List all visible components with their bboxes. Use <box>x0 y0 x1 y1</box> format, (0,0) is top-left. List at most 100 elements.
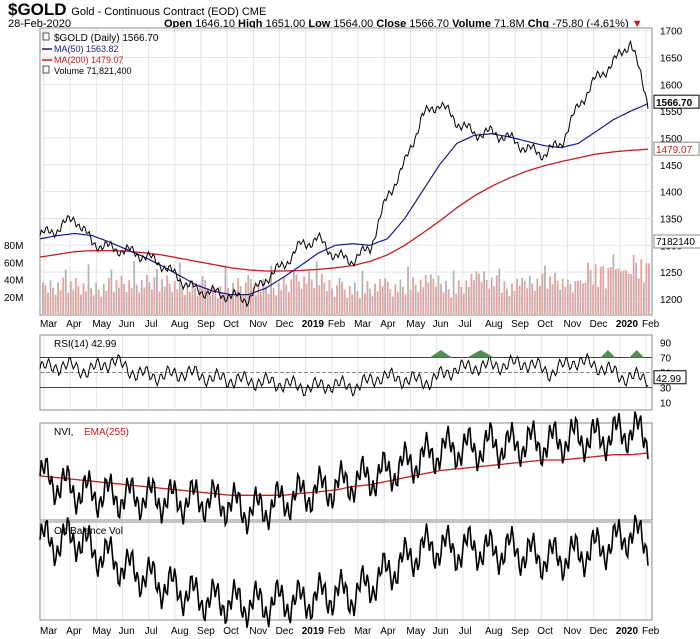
volume-label: Volume <box>452 18 492 30</box>
volume-bar <box>275 295 278 314</box>
rsi-legend: RSI(14) 42.99 <box>54 339 117 350</box>
volume-bar <box>189 291 191 314</box>
volume-bar <box>546 288 549 314</box>
volume-bar <box>219 285 222 314</box>
volume-bar <box>140 280 143 314</box>
chg-value: -75.80 (-4.61%) <box>552 18 629 30</box>
volume-bar <box>80 294 82 314</box>
x-axis-label: Oct <box>223 626 239 637</box>
volume-bar <box>145 274 148 314</box>
volume-bar <box>265 286 267 314</box>
open-value: 1646.10 <box>195 18 235 30</box>
volume-bar <box>404 294 407 314</box>
volume-bar <box>635 262 638 314</box>
ema255-line <box>39 452 649 496</box>
volume-bar <box>577 280 579 314</box>
down-arrow-icon: ▼ <box>631 18 643 30</box>
volume-bar <box>414 284 417 314</box>
ma50-line <box>39 103 649 296</box>
x-axis-label: Sep <box>197 626 215 637</box>
x-axis-label: Dec <box>276 319 294 330</box>
volume-bar <box>107 278 110 314</box>
volume-bar <box>620 271 622 314</box>
volume-bar <box>490 277 493 314</box>
rsi-overbought-fill <box>600 350 616 358</box>
volume-bar <box>42 282 44 314</box>
open-label: Open <box>164 18 193 30</box>
volume-bar <box>356 290 359 314</box>
volume-bar <box>336 285 338 314</box>
volume-bar <box>318 285 321 314</box>
volume-bar <box>521 277 524 314</box>
volume-bar <box>503 281 506 314</box>
volume-bar <box>325 291 328 314</box>
volume-bar <box>300 288 303 314</box>
volume-bar <box>447 289 450 314</box>
x-axis-label: Jun <box>119 626 135 637</box>
volume-bar <box>82 283 85 314</box>
ema-legend: EMA(255) <box>84 427 129 438</box>
volume-bar <box>442 292 445 314</box>
nvi-panel-frame <box>39 422 653 521</box>
volume-bar <box>57 282 60 314</box>
volume-bar <box>244 282 247 314</box>
x-axis-label: Dec <box>590 626 608 637</box>
price-legend-item: Volume 71,821,400 <box>54 66 132 76</box>
volume-bar <box>333 296 336 314</box>
volume-bar <box>523 280 526 314</box>
volume-bar <box>452 270 455 314</box>
ma200-line <box>39 148 649 272</box>
x-axis-label: Oct <box>537 319 553 330</box>
rsi-line <box>39 352 649 397</box>
x-axis-label: Aug <box>485 626 503 637</box>
volume-bar <box>473 280 475 314</box>
volume-bar <box>470 273 473 314</box>
volume-bar <box>224 265 227 314</box>
price-y-tick: 1700 <box>660 27 683 38</box>
volume-bar <box>260 291 262 314</box>
volume-bar <box>74 278 77 314</box>
volume-bar <box>648 263 650 314</box>
volume-bar <box>402 286 404 314</box>
volume-bar <box>538 286 541 314</box>
x-axis-label: Feb <box>328 626 346 637</box>
volume-bar <box>455 293 458 314</box>
volume-bar <box>348 286 351 314</box>
volume-bar <box>52 287 54 314</box>
volume-bar <box>627 274 630 314</box>
volume-bar <box>617 268 620 314</box>
volume-bar <box>100 296 103 314</box>
x-axis-label: Nov <box>563 626 581 637</box>
volume-bar <box>369 288 371 314</box>
volume-bar <box>115 279 118 314</box>
volume-bar <box>161 279 163 314</box>
volume-bar <box>417 292 420 314</box>
close-label: Close <box>376 18 407 30</box>
volume-bar <box>315 261 318 314</box>
x-axis-label: Oct <box>223 319 239 330</box>
volume-bar <box>559 289 562 314</box>
x-axis-label: Sep <box>511 626 529 637</box>
volume-bar <box>216 298 219 314</box>
volume-bar <box>125 291 128 314</box>
close-price-label: 1566.70 <box>656 98 693 109</box>
volume-bar <box>176 289 179 314</box>
volume-bar <box>199 283 202 314</box>
volume-bar <box>526 288 529 314</box>
volume-bar <box>381 286 384 314</box>
x-axis-label: May <box>92 626 111 637</box>
volume-bar <box>62 277 65 314</box>
volume-bar <box>163 286 166 314</box>
volume-bar <box>320 274 323 314</box>
volume-bar <box>541 273 544 314</box>
quote-line: Open 1646.10 High 1651.00 Low 1564.00 Cl… <box>164 18 643 30</box>
volume-bar <box>87 264 90 314</box>
volume-bar <box>412 277 414 314</box>
x-axis-label: Mar <box>354 626 372 637</box>
price-y-tick: 1550 <box>660 107 683 118</box>
volume-bar <box>582 283 584 314</box>
volume-bar <box>597 286 600 314</box>
volume-bar <box>376 291 379 314</box>
volume-bar <box>569 283 572 314</box>
x-axis-label: Aug <box>171 319 189 330</box>
